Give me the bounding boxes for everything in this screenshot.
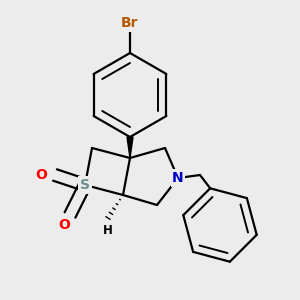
Text: O: O — [35, 168, 47, 182]
Text: O: O — [58, 218, 70, 232]
Text: S: S — [80, 178, 90, 192]
Polygon shape — [127, 137, 133, 158]
Text: H: H — [103, 224, 113, 236]
Text: N: N — [172, 171, 184, 185]
Text: Br: Br — [121, 16, 139, 30]
